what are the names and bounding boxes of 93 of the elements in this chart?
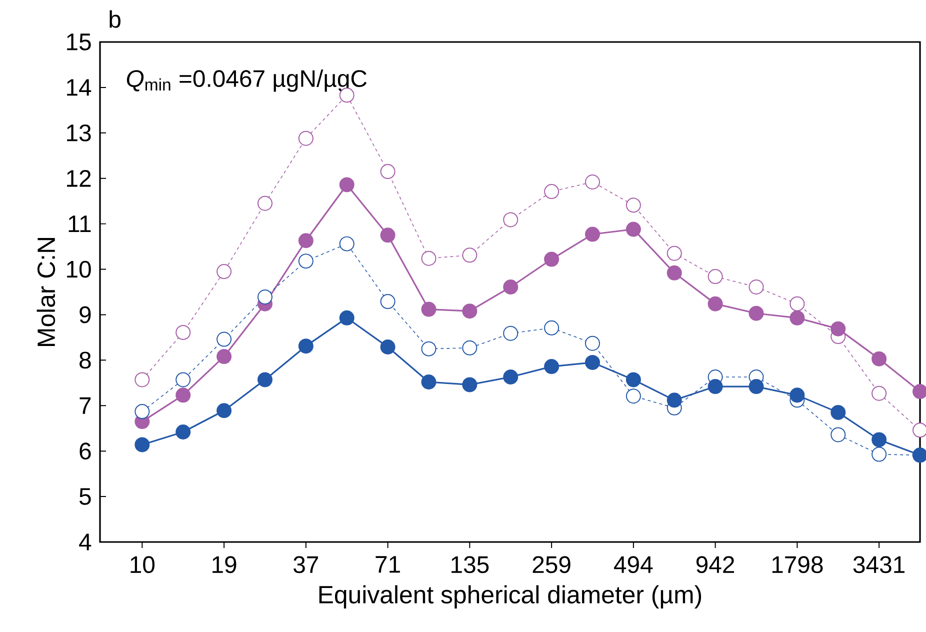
point	[872, 446, 887, 462]
point	[176, 372, 191, 388]
point	[298, 233, 314, 248]
point	[790, 310, 805, 326]
point	[748, 306, 764, 321]
point	[584, 174, 600, 190]
point	[421, 374, 436, 390]
y-tick-label: 6	[80, 442, 91, 460]
point	[380, 164, 396, 180]
point	[176, 424, 191, 440]
point	[503, 369, 518, 384]
x-tick-label: 71	[376, 556, 400, 573]
point	[216, 332, 232, 347]
point	[544, 252, 560, 267]
y-tick-label: 13	[67, 124, 91, 142]
y-axis-title: Molar C:N	[36, 238, 56, 346]
point	[830, 427, 846, 442]
x-tick-label: 3431	[853, 556, 904, 574]
point	[748, 279, 764, 294]
point	[708, 269, 723, 284]
y-tick-label: 15	[67, 34, 91, 50]
point	[462, 248, 478, 263]
point	[216, 403, 232, 418]
y-tick-label: 5	[79, 488, 91, 505]
y-tick-label: 10	[67, 260, 91, 278]
point	[584, 336, 600, 351]
x-tick-label: 259	[532, 556, 570, 574]
point	[257, 289, 272, 304]
point	[544, 359, 560, 374]
point	[503, 279, 518, 294]
y-tick-label: 7	[80, 397, 91, 414]
point	[626, 222, 641, 237]
x-tick-label: 494	[614, 556, 653, 574]
point	[708, 296, 723, 312]
point	[544, 320, 560, 336]
point	[216, 349, 232, 364]
point	[421, 341, 436, 356]
point	[380, 339, 396, 354]
point	[544, 184, 560, 200]
point	[339, 177, 354, 192]
point	[176, 324, 191, 340]
point	[421, 250, 436, 266]
x-tick-label: 135	[452, 556, 489, 574]
point	[790, 296, 805, 312]
y-tick-label: 11	[68, 216, 91, 232]
point	[134, 372, 150, 388]
point	[216, 264, 232, 280]
point	[257, 196, 272, 211]
point	[462, 340, 478, 356]
y-tick-label: 8	[80, 352, 91, 369]
x-tick-label: 37	[294, 556, 318, 574]
point	[666, 265, 682, 280]
point	[584, 354, 600, 370]
point	[298, 254, 314, 269]
point	[257, 372, 272, 388]
point	[830, 321, 846, 336]
point	[626, 372, 641, 388]
point	[462, 377, 478, 392]
point	[134, 437, 150, 452]
point	[872, 432, 887, 448]
x-tick-label: 19	[212, 556, 236, 574]
x-tick-label: 10	[130, 556, 155, 574]
point	[790, 388, 805, 403]
x-tick-label: 942	[696, 556, 734, 574]
point	[872, 386, 887, 401]
point	[503, 326, 518, 341]
point	[503, 212, 518, 228]
point	[339, 236, 354, 252]
text: b	[110, 10, 120, 28]
point	[339, 310, 354, 326]
point	[626, 198, 641, 213]
point	[462, 304, 478, 319]
x-axis-title: Equivalent spherical diameter (µm)	[319, 585, 702, 608]
x-tick-label: 1798	[772, 556, 823, 574]
point	[666, 392, 682, 408]
y-tick-label: 14	[67, 79, 92, 96]
point	[584, 226, 600, 242]
point	[666, 246, 682, 261]
point	[380, 228, 396, 243]
point	[421, 302, 436, 317]
point	[872, 351, 887, 366]
point	[298, 338, 314, 354]
point	[134, 404, 150, 420]
y-tick-label: 9	[80, 306, 91, 324]
point	[708, 379, 723, 394]
y-tick-label: 4	[79, 534, 92, 550]
point	[748, 379, 764, 394]
y-tick-label: 12	[67, 170, 91, 187]
point	[380, 294, 396, 310]
point	[298, 130, 314, 146]
point	[176, 388, 191, 403]
annotation: Q$_{min}$ =0.0467 µgN/µgC	[126, 69, 367, 92]
point	[830, 404, 846, 420]
